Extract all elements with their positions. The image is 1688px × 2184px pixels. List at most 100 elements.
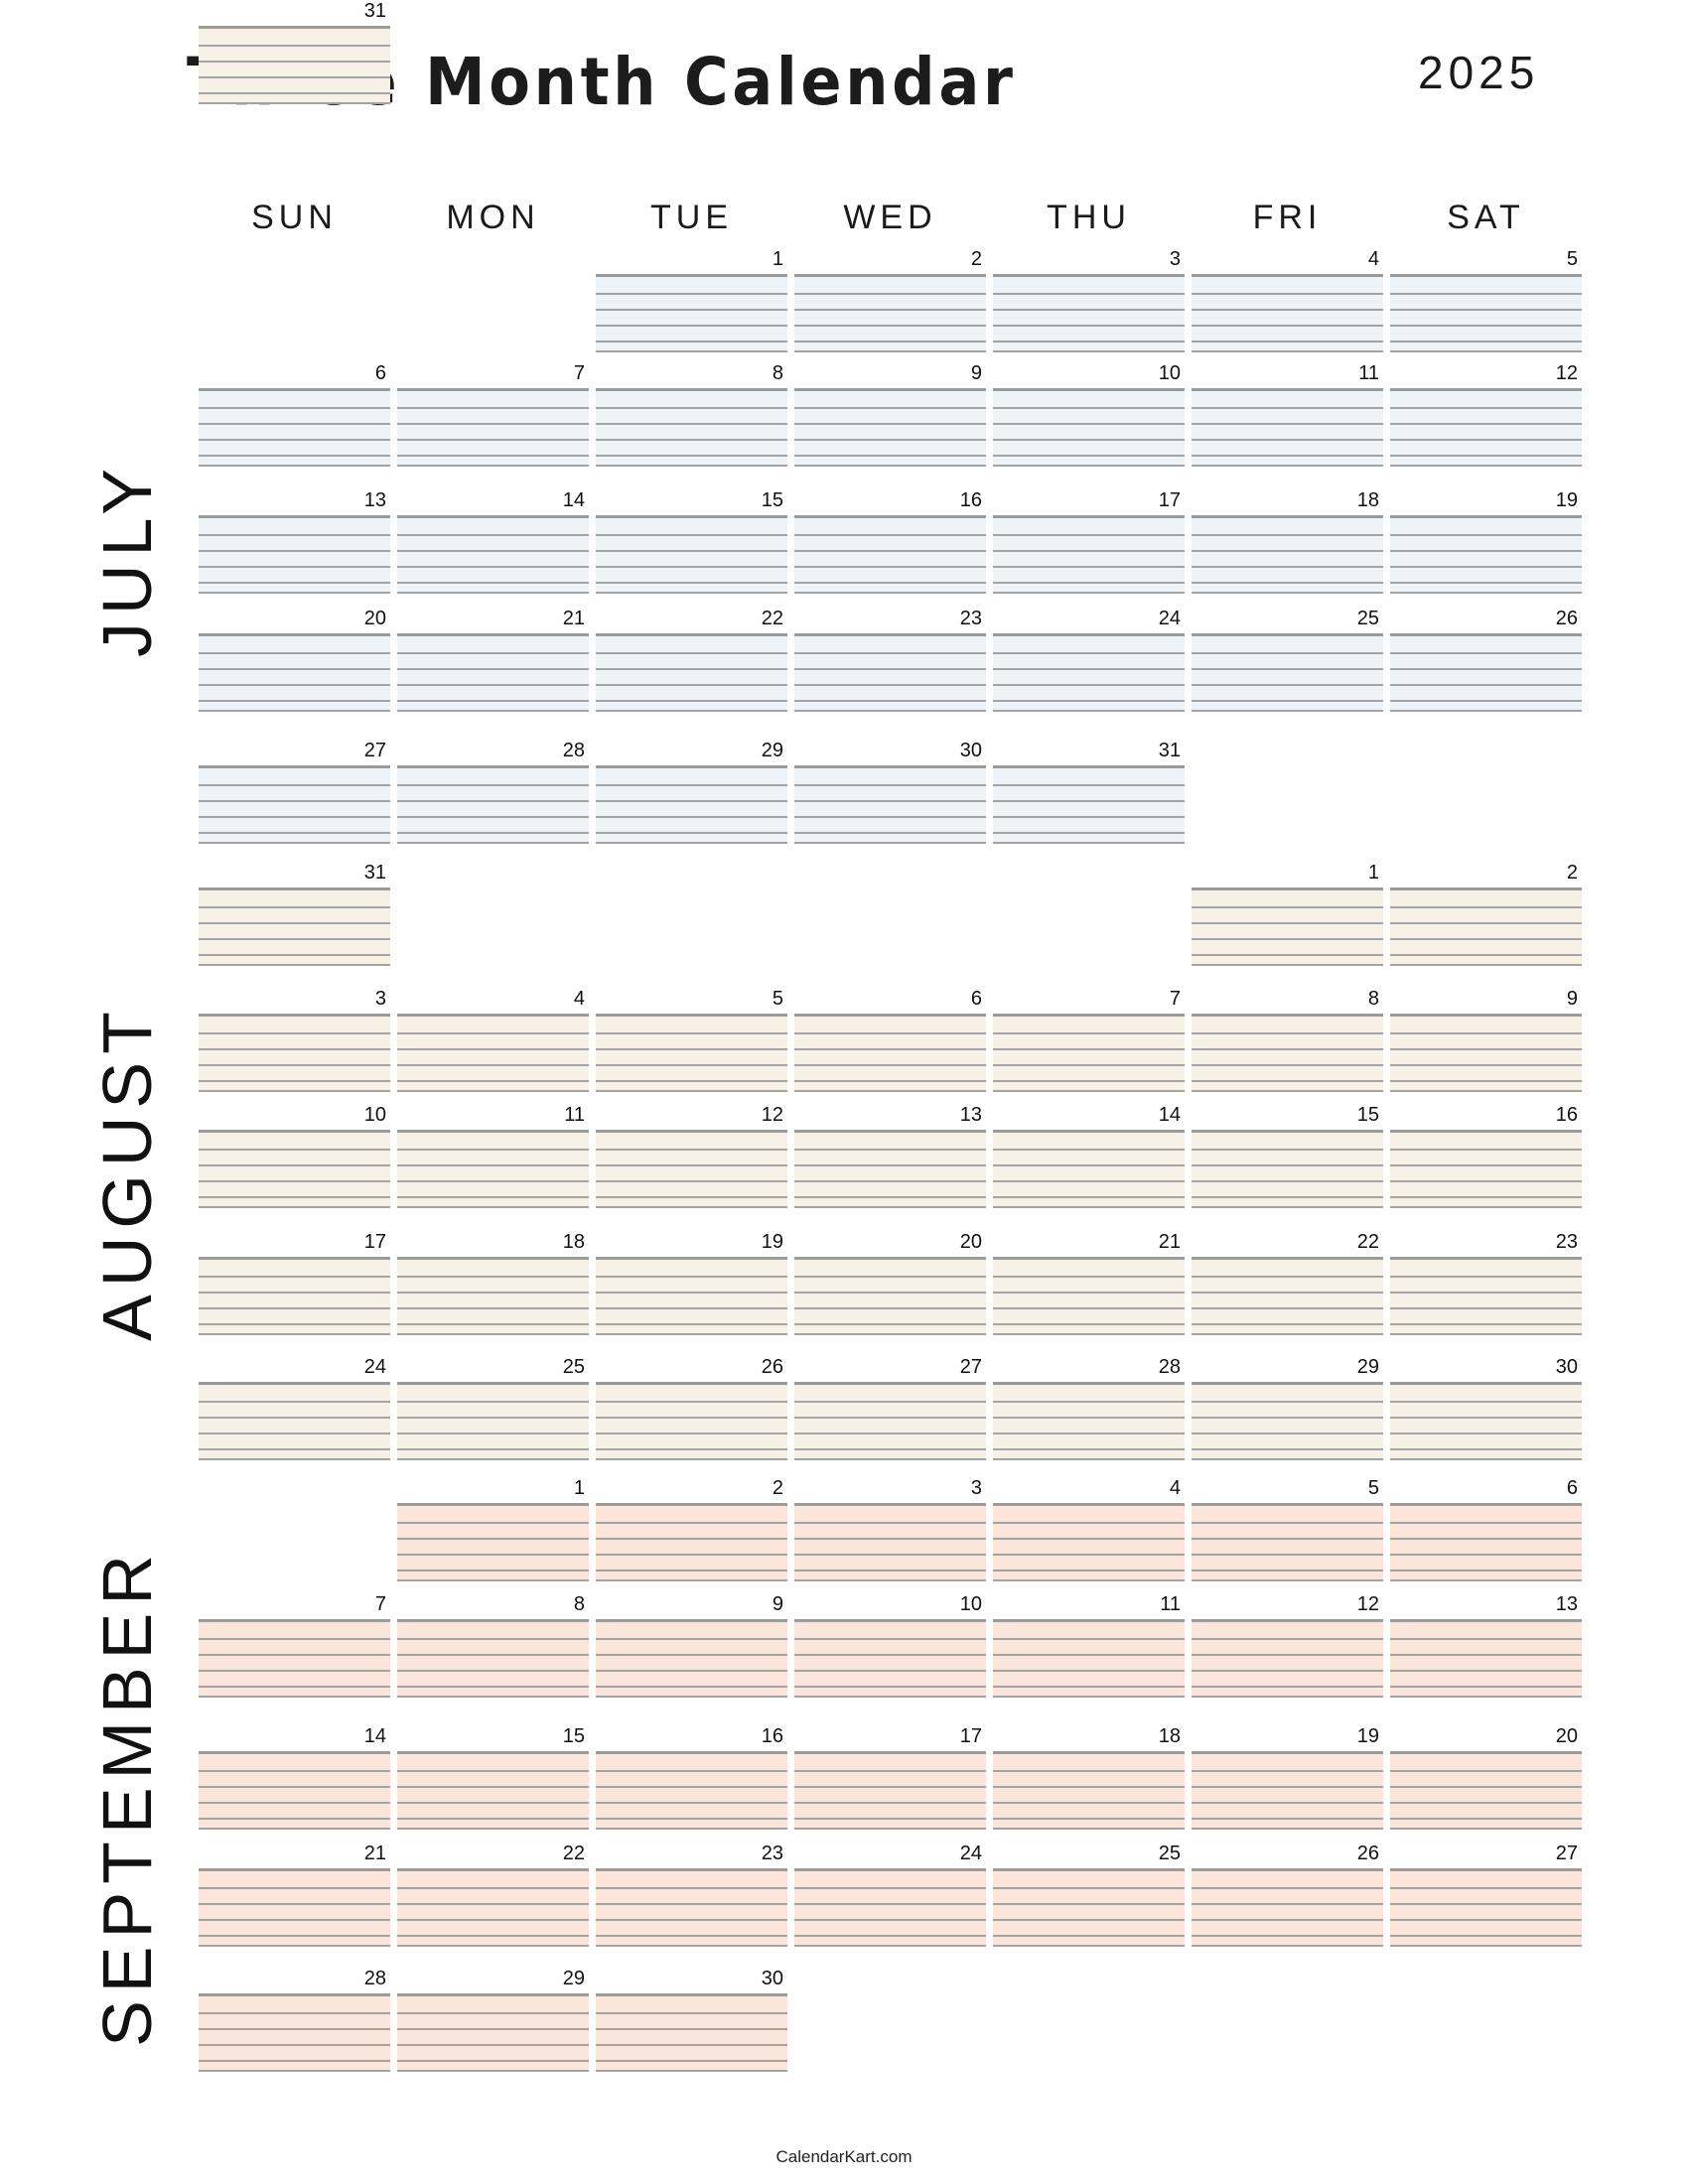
day-cell-august-5[interactable]: 5 <box>596 988 787 1092</box>
day-cell-september-30[interactable]: 30 <box>596 1968 787 2072</box>
day-cell-july-30[interactable]: 30 <box>794 740 986 844</box>
day-cell-august-23[interactable]: 23 <box>1390 1231 1582 1335</box>
day-cell-september-16[interactable]: 16 <box>596 1725 787 1830</box>
day-cell-august-11[interactable]: 11 <box>397 1104 589 1208</box>
day-cell-september-13[interactable]: 13 <box>1390 1593 1582 1698</box>
day-cell-august-21[interactable]: 21 <box>993 1231 1185 1335</box>
day-cell-august-20[interactable]: 20 <box>794 1231 986 1335</box>
day-cell-august-13[interactable]: 13 <box>794 1104 986 1208</box>
day-cell-august-9[interactable]: 9 <box>1390 988 1582 1092</box>
day-cell-august-extra-31[interactable]: 31 <box>199 862 390 966</box>
day-cell-august-18[interactable]: 18 <box>397 1231 589 1335</box>
day-cell-september-19[interactable]: 19 <box>1192 1725 1383 1830</box>
day-cell-july-31[interactable]: 31 <box>993 740 1185 844</box>
day-cell-september-3[interactable]: 3 <box>794 1477 986 1581</box>
day-number: 7 <box>573 362 585 384</box>
day-cell-september-12[interactable]: 12 <box>1192 1593 1383 1698</box>
day-cell-july-15[interactable]: 15 <box>596 489 787 594</box>
day-cell-august-1[interactable]: 1 <box>1192 862 1383 966</box>
day-cell-august-28[interactable]: 28 <box>993 1356 1185 1460</box>
day-cell-september-10[interactable]: 10 <box>794 1593 986 1698</box>
day-cell-july-20[interactable]: 20 <box>199 608 390 712</box>
day-cell-july-8[interactable]: 8 <box>596 362 787 467</box>
note-line <box>993 1401 1185 1403</box>
note-line <box>993 1032 1185 1034</box>
day-cell-july-12[interactable]: 12 <box>1390 362 1582 467</box>
day-cell-july-25[interactable]: 25 <box>1192 608 1383 712</box>
day-cell-august-4[interactable]: 4 <box>397 988 589 1092</box>
note-line <box>199 784 390 786</box>
day-cell-july-14[interactable]: 14 <box>397 489 589 594</box>
day-cell-july-4[interactable]: 4 <box>1192 248 1383 352</box>
day-cell-july-9[interactable]: 9 <box>794 362 986 467</box>
day-cell-september-7[interactable]: 7 <box>199 1593 390 1698</box>
day-cell-july-29[interactable]: 29 <box>596 740 787 844</box>
day-cell-september-4[interactable]: 4 <box>993 1477 1185 1581</box>
day-cell-july-13[interactable]: 13 <box>199 489 390 594</box>
day-cell-july-22[interactable]: 22 <box>596 608 787 712</box>
day-cell-september-6[interactable]: 6 <box>1390 1477 1582 1581</box>
day-cell-august-19[interactable]: 19 <box>596 1231 787 1335</box>
day-cell-july-5[interactable]: 5 <box>1390 248 1582 352</box>
day-cell-september-18[interactable]: 18 <box>993 1725 1185 1830</box>
day-cell-july-28[interactable]: 28 <box>397 740 589 844</box>
day-cell-july-6[interactable]: 6 <box>199 362 390 467</box>
day-cell-august-31[interactable]: 31 <box>199 0 390 104</box>
day-cell-august-15[interactable]: 15 <box>1192 1104 1383 1208</box>
day-cell-july-26[interactable]: 26 <box>1390 608 1582 712</box>
day-cell-july-7[interactable]: 7 <box>397 362 589 467</box>
day-cell-august-27[interactable]: 27 <box>794 1356 986 1460</box>
day-cell-july-1[interactable]: 1 <box>596 248 787 352</box>
day-cell-august-24[interactable]: 24 <box>199 1356 390 1460</box>
day-cell-august-8[interactable]: 8 <box>1192 988 1383 1092</box>
day-cell-september-2[interactable]: 2 <box>596 1477 787 1581</box>
day-cell-september-14[interactable]: 14 <box>199 1725 390 1830</box>
day-cell-september-25[interactable]: 25 <box>993 1843 1185 1947</box>
day-cell-august-29[interactable]: 29 <box>1192 1356 1383 1460</box>
day-cell-august-30[interactable]: 30 <box>1390 1356 1582 1460</box>
day-number: 8 <box>772 362 783 384</box>
day-cell-july-10[interactable]: 10 <box>993 362 1185 467</box>
day-cell-september-1[interactable]: 1 <box>397 1477 589 1581</box>
day-cell-september-27[interactable]: 27 <box>1390 1843 1582 1947</box>
day-cell-july-23[interactable]: 23 <box>794 608 986 712</box>
day-cell-september-15[interactable]: 15 <box>397 1725 589 1830</box>
day-cell-august-2[interactable]: 2 <box>1390 862 1582 966</box>
day-cell-september-28[interactable]: 28 <box>199 1968 390 2072</box>
day-cell-august-25[interactable]: 25 <box>397 1356 589 1460</box>
day-cell-july-27[interactable]: 27 <box>199 740 390 844</box>
note-line <box>1192 1433 1383 1434</box>
day-cell-july-21[interactable]: 21 <box>397 608 589 712</box>
day-cell-september-17[interactable]: 17 <box>794 1725 986 1830</box>
day-cell-august-17[interactable]: 17 <box>199 1231 390 1335</box>
day-cell-august-10[interactable]: 10 <box>199 1104 390 1208</box>
day-cell-august-6[interactable]: 6 <box>794 988 986 1092</box>
day-cell-august-12[interactable]: 12 <box>596 1104 787 1208</box>
day-cell-july-24[interactable]: 24 <box>993 608 1185 712</box>
day-cell-september-24[interactable]: 24 <box>794 1843 986 1947</box>
note-line <box>397 1292 589 1294</box>
day-cell-july-2[interactable]: 2 <box>794 248 986 352</box>
day-cell-august-16[interactable]: 16 <box>1390 1104 1582 1208</box>
day-cell-september-9[interactable]: 9 <box>596 1593 787 1698</box>
day-cell-august-26[interactable]: 26 <box>596 1356 787 1460</box>
day-cell-september-21[interactable]: 21 <box>199 1843 390 1947</box>
day-cell-august-3[interactable]: 3 <box>199 988 390 1092</box>
day-cell-july-16[interactable]: 16 <box>794 489 986 594</box>
day-cell-september-22[interactable]: 22 <box>397 1843 589 1947</box>
day-cell-july-11[interactable]: 11 <box>1192 362 1383 467</box>
day-cell-september-11[interactable]: 11 <box>993 1593 1185 1698</box>
day-cell-july-19[interactable]: 19 <box>1390 489 1582 594</box>
day-cell-july-3[interactable]: 3 <box>993 248 1185 352</box>
day-cell-september-29[interactable]: 29 <box>397 1968 589 2072</box>
day-cell-august-22[interactable]: 22 <box>1192 1231 1383 1335</box>
day-cell-july-18[interactable]: 18 <box>1192 489 1383 594</box>
day-cell-september-26[interactable]: 26 <box>1192 1843 1383 1947</box>
day-cell-july-17[interactable]: 17 <box>993 489 1185 594</box>
day-cell-august-7[interactable]: 7 <box>993 988 1185 1092</box>
day-cell-september-5[interactable]: 5 <box>1192 1477 1383 1581</box>
day-cell-september-23[interactable]: 23 <box>596 1843 787 1947</box>
day-cell-august-14[interactable]: 14 <box>993 1104 1185 1208</box>
day-cell-september-8[interactable]: 8 <box>397 1593 589 1698</box>
day-cell-september-20[interactable]: 20 <box>1390 1725 1582 1830</box>
